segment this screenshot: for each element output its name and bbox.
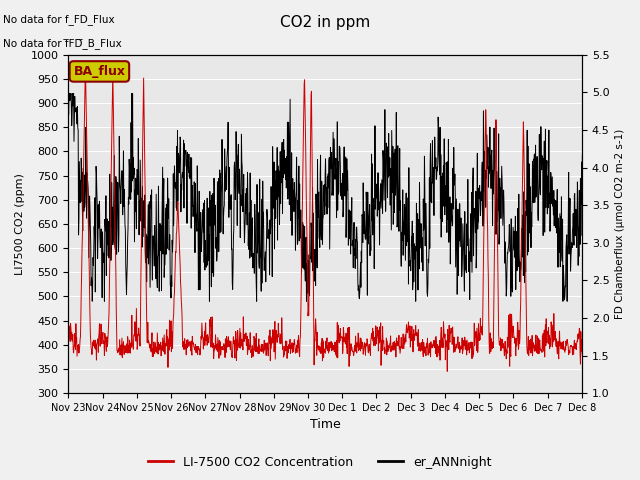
X-axis label: Time: Time (310, 419, 340, 432)
Legend: LI-7500 CO2 Concentration, er_ANNnight: LI-7500 CO2 Concentration, er_ANNnight (143, 451, 497, 474)
Text: No data for f_FD_Flux: No data for f_FD_Flux (3, 14, 115, 25)
Text: No data for f̅FD̅_B_Flux: No data for f̅FD̅_B_Flux (3, 38, 122, 49)
Y-axis label: FD Chamberflux (μmol CO2 m-2 s-1): FD Chamberflux (μmol CO2 m-2 s-1) (615, 129, 625, 319)
Text: BA_flux: BA_flux (74, 65, 125, 78)
Title: CO2 in ppm: CO2 in ppm (280, 15, 371, 30)
Y-axis label: LI7500 CO2 (ppm): LI7500 CO2 (ppm) (15, 173, 25, 275)
